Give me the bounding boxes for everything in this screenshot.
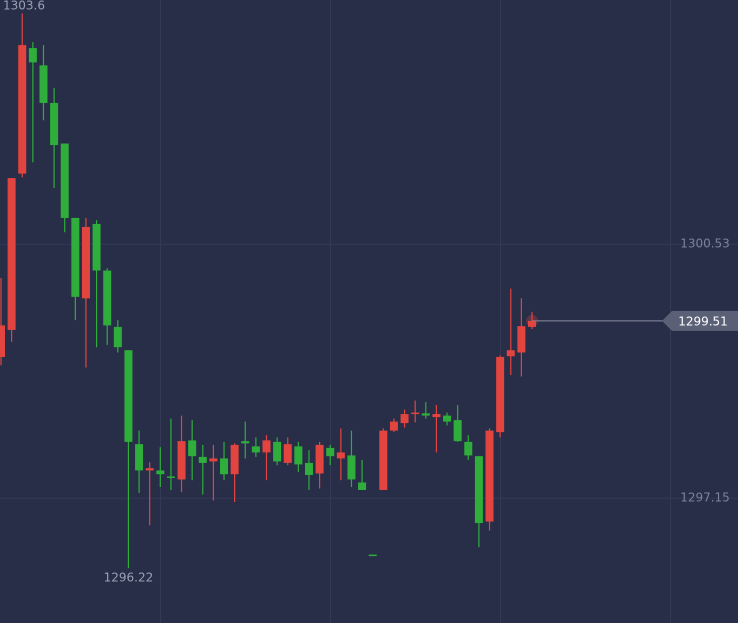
candle-body — [7, 178, 16, 330]
candle-body — [517, 326, 526, 353]
candle-body — [496, 356, 505, 433]
candle-body — [198, 456, 207, 463]
candle-body — [347, 455, 356, 480]
candle-body — [326, 447, 335, 457]
candle-body — [135, 444, 144, 471]
candle-body — [336, 452, 345, 459]
candle-body — [464, 441, 473, 456]
candle-body — [283, 444, 292, 463]
candle-body — [379, 430, 388, 490]
time-grid — [160, 0, 671, 623]
candle-body — [262, 440, 271, 453]
candle-body — [81, 226, 90, 299]
candle-body — [411, 412, 420, 415]
candle-body — [528, 320, 536, 327]
candle-body — [251, 446, 260, 453]
min-label: 1296.22 — [104, 571, 154, 585]
candle-body — [50, 102, 59, 146]
candle-body — [358, 482, 367, 490]
candle-body — [389, 421, 398, 431]
y-tick-label: 1300.53 — [680, 237, 730, 251]
candle-body — [28, 48, 37, 63]
candle-body — [315, 444, 324, 474]
price-tag-label: 1299.51 — [678, 314, 728, 328]
candle-body — [60, 143, 69, 218]
candle-body — [230, 444, 239, 475]
candle-body — [177, 441, 186, 480]
candle-body — [71, 217, 80, 297]
candle-body — [124, 350, 133, 442]
candle-body — [156, 470, 165, 475]
candle-body — [304, 462, 313, 475]
candle-body — [506, 350, 515, 357]
candle-body — [273, 441, 282, 462]
candle-body — [188, 440, 197, 457]
candle-body — [92, 223, 101, 271]
max-label: 1303.6 — [3, 0, 45, 13]
candle-body — [103, 270, 112, 326]
y-tick-label: 1297.15 — [680, 491, 730, 505]
candle-body — [368, 554, 377, 557]
candle-body — [145, 468, 154, 471]
candle-body — [400, 414, 409, 424]
candle-body — [39, 65, 48, 103]
candle-body — [421, 413, 430, 416]
candle-body — [241, 441, 250, 444]
candle-body — [485, 430, 494, 522]
price-glow — [526, 314, 538, 327]
candle-body — [166, 476, 175, 478]
candle-body — [432, 414, 441, 418]
candle-body — [453, 420, 462, 442]
candle-body — [294, 446, 303, 465]
price-tag — [662, 310, 738, 331]
candle-body — [209, 458, 218, 462]
candle-body — [18, 45, 27, 174]
candle-body — [220, 458, 229, 475]
candle-body — [443, 415, 452, 422]
candle-body — [0, 325, 5, 357]
candle-body — [474, 456, 483, 524]
candle-body — [113, 326, 122, 348]
